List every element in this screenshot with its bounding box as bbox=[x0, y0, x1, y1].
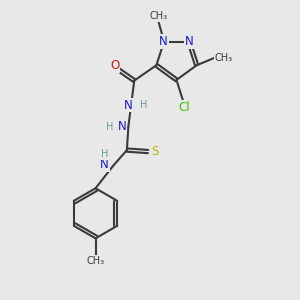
Text: CH₃: CH₃ bbox=[150, 11, 168, 21]
Text: N: N bbox=[159, 35, 168, 48]
Text: H: H bbox=[106, 122, 113, 131]
Text: H: H bbox=[101, 149, 108, 159]
Text: O: O bbox=[110, 59, 119, 72]
Text: H: H bbox=[140, 100, 147, 110]
Text: CH₃: CH₃ bbox=[215, 53, 233, 63]
Text: N: N bbox=[118, 120, 126, 133]
Text: N: N bbox=[100, 158, 109, 171]
Text: N: N bbox=[185, 35, 194, 48]
Text: S: S bbox=[151, 145, 158, 158]
Text: Cl: Cl bbox=[178, 100, 190, 113]
Text: N: N bbox=[123, 98, 132, 112]
Text: CH₃: CH₃ bbox=[86, 256, 105, 266]
